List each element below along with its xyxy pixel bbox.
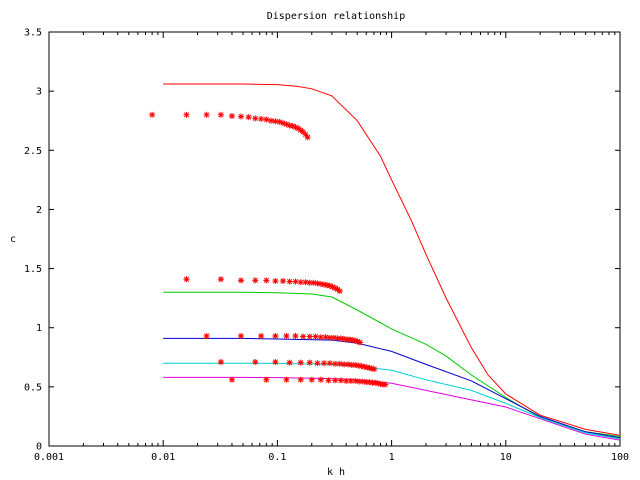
star-marker [263, 116, 270, 123]
star-marker [268, 117, 275, 124]
chart-title: Dispersion relationship [267, 11, 405, 22]
star-marker [286, 278, 293, 285]
star-marker [321, 360, 328, 367]
series-line-4 [163, 376, 621, 441]
y-axis-label: c [10, 234, 16, 245]
series-lines [163, 83, 621, 441]
star-marker [217, 276, 224, 283]
star-marker [263, 376, 270, 383]
star-marker [312, 333, 319, 340]
star-marker [297, 359, 304, 366]
x-tick-label: 100 [611, 452, 629, 463]
y-tick-label: 3 [36, 87, 42, 98]
star-marker [272, 118, 279, 125]
star-marker [326, 334, 333, 341]
star-marker [332, 377, 339, 384]
series-markers [149, 111, 389, 388]
star-marker [252, 277, 259, 284]
x-axis: 0.001 0.01 0.1 1 10 100 [34, 32, 629, 463]
y-tick-label: 1.5 [24, 264, 42, 275]
scatter-series-8 [217, 359, 378, 373]
star-marker [337, 377, 344, 384]
star-marker [272, 359, 279, 366]
star-marker [314, 360, 321, 367]
scatter-series-9 [228, 376, 389, 388]
star-marker [245, 114, 252, 121]
star-marker [203, 332, 210, 339]
star-marker [292, 278, 299, 285]
star-marker [297, 376, 304, 383]
star-marker [252, 115, 259, 122]
series-line-2 [163, 337, 621, 439]
y-tick-label: 0.5 [24, 382, 42, 393]
star-marker [292, 332, 299, 339]
scatter-series-6 [183, 276, 343, 295]
series-line-3 [163, 362, 621, 440]
star-marker [280, 277, 287, 284]
star-marker [382, 381, 389, 388]
star-marker [302, 279, 309, 286]
star-marker [258, 115, 265, 122]
star-marker [237, 113, 244, 120]
star-marker [322, 334, 329, 341]
star-marker [263, 277, 270, 284]
star-marker [217, 359, 224, 366]
star-marker [237, 277, 244, 284]
star-marker [283, 376, 290, 383]
star-marker [183, 111, 190, 118]
y-tick-label: 0 [36, 442, 42, 453]
series-line-0 [163, 83, 621, 436]
star-marker [272, 277, 279, 284]
star-marker [317, 376, 324, 383]
star-marker [300, 333, 307, 340]
star-marker [228, 376, 235, 383]
star-marker [336, 360, 343, 367]
star-marker [352, 377, 359, 384]
y-tick-label: 1 [36, 323, 42, 334]
x-axis-label: k h [327, 467, 345, 478]
y-tick-label: 3.5 [24, 28, 42, 39]
series-line-1 [163, 291, 621, 437]
x-tick-label: 0.1 [268, 452, 286, 463]
star-marker [356, 339, 363, 346]
star-marker [217, 111, 224, 118]
x-tick-label: 1 [389, 452, 395, 463]
star-marker [252, 359, 259, 366]
x-tick-label: 0.01 [151, 452, 175, 463]
plot-frame [48, 31, 621, 447]
x-tick-label: 10 [500, 452, 512, 463]
star-marker [297, 279, 304, 286]
scatter-series-7 [203, 332, 363, 346]
star-marker [258, 332, 265, 339]
star-marker [336, 288, 343, 295]
star-marker [283, 332, 290, 339]
y-axis: 0 0.5 1 1.5 2 2.5 3 3.5 [24, 28, 620, 453]
star-marker [306, 333, 313, 340]
star-marker [183, 276, 190, 283]
scatter-series-5 [149, 111, 311, 141]
x-tick-label: 0.001 [34, 452, 64, 463]
star-marker [352, 361, 359, 368]
y-tick-label: 2 [36, 205, 42, 216]
star-marker [308, 376, 315, 383]
star-marker [237, 332, 244, 339]
star-marker [371, 366, 378, 373]
star-marker [203, 111, 210, 118]
star-marker [286, 359, 293, 366]
star-marker [272, 332, 279, 339]
y-tick-label: 2.5 [24, 146, 42, 157]
star-marker [228, 112, 235, 119]
star-marker [325, 377, 332, 384]
star-marker [304, 134, 311, 141]
star-marker [326, 360, 333, 367]
star-marker [149, 111, 156, 118]
star-marker [289, 123, 296, 130]
star-marker [343, 377, 350, 384]
star-marker [306, 359, 313, 366]
